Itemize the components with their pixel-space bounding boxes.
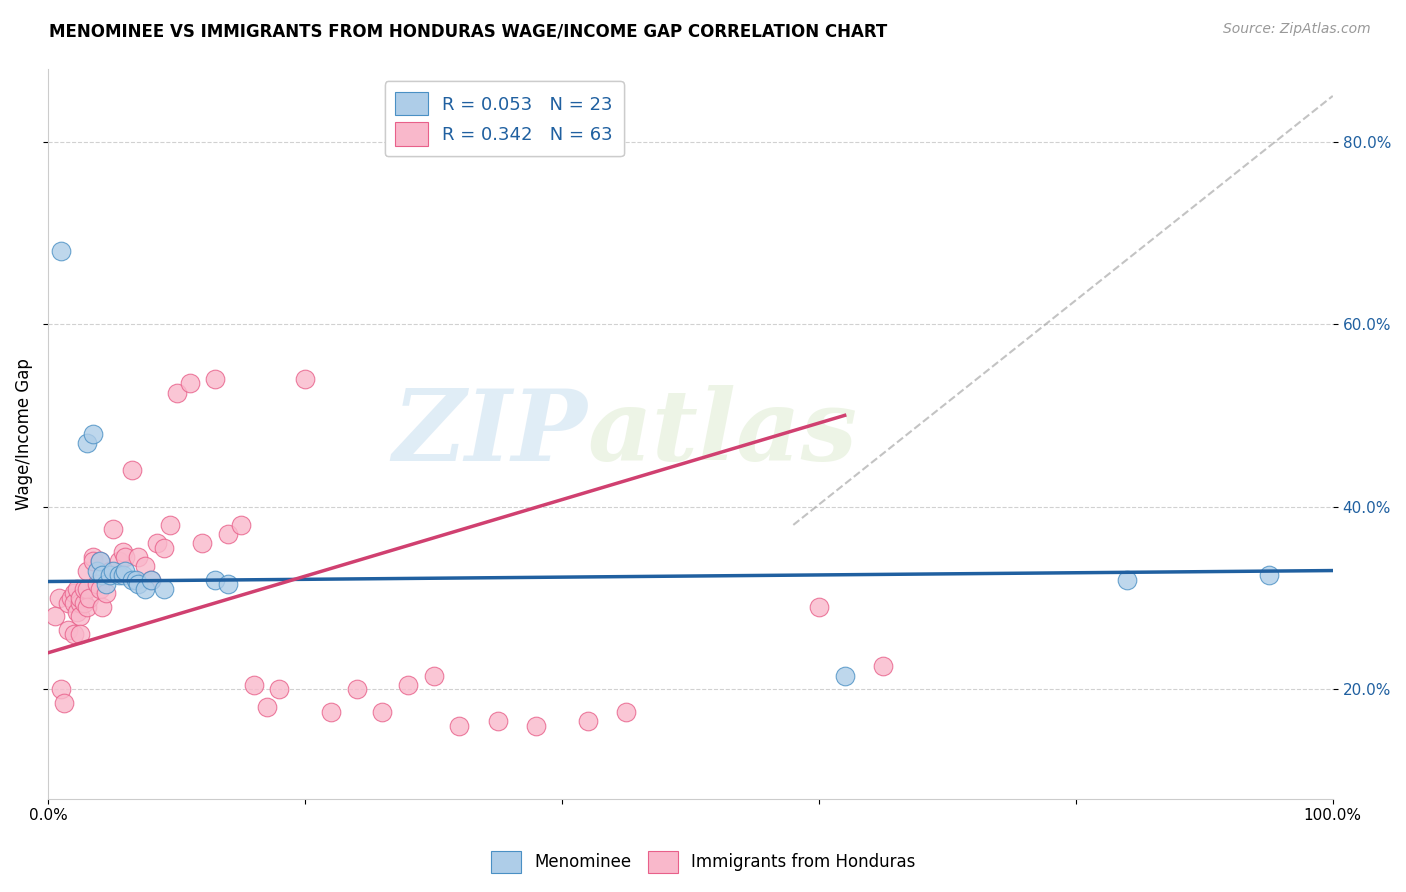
Point	[319, 705, 342, 719]
Point	[1257, 568, 1279, 582]
Point	[294, 372, 316, 386]
Point	[146, 536, 169, 550]
Point	[111, 545, 134, 559]
Point	[98, 564, 121, 578]
Point	[89, 554, 111, 568]
Point	[346, 682, 368, 697]
Point	[52, 696, 75, 710]
Point	[127, 577, 149, 591]
Point	[76, 600, 98, 615]
Point	[49, 244, 72, 258]
Point	[139, 573, 162, 587]
Point	[63, 627, 86, 641]
Point	[872, 659, 894, 673]
Point	[204, 573, 226, 587]
Point	[1116, 573, 1139, 587]
Point	[204, 372, 226, 386]
Point	[82, 549, 104, 564]
Point	[63, 586, 86, 600]
Point	[166, 385, 188, 400]
Point	[101, 564, 124, 578]
Point	[179, 376, 201, 391]
Point	[229, 517, 252, 532]
Point	[108, 554, 131, 568]
Point	[82, 554, 104, 568]
Point	[69, 591, 91, 605]
Point	[834, 668, 856, 682]
Point	[48, 591, 70, 605]
Point	[396, 678, 419, 692]
Point	[121, 573, 143, 587]
Point	[76, 564, 98, 578]
Point	[139, 573, 162, 587]
Point	[217, 577, 239, 591]
Point	[44, 609, 66, 624]
Point	[114, 564, 136, 578]
Point	[69, 627, 91, 641]
Point	[98, 568, 121, 582]
Y-axis label: Wage/Income Gap: Wage/Income Gap	[15, 358, 32, 509]
Point	[243, 678, 266, 692]
Point	[108, 568, 131, 582]
Point	[134, 582, 156, 596]
Point	[63, 595, 86, 609]
Point	[60, 591, 83, 605]
Point	[69, 609, 91, 624]
Point	[269, 682, 291, 697]
Legend: Menominee, Immigrants from Honduras: Menominee, Immigrants from Honduras	[484, 845, 922, 880]
Point	[256, 700, 278, 714]
Point	[191, 536, 214, 550]
Point	[217, 527, 239, 541]
Point	[65, 582, 87, 596]
Point	[614, 705, 637, 719]
Point	[807, 600, 830, 615]
Point	[94, 577, 117, 591]
Point	[91, 600, 114, 615]
Point	[111, 568, 134, 582]
Point	[127, 549, 149, 564]
Point	[89, 582, 111, 596]
Point	[576, 714, 599, 728]
Point	[82, 426, 104, 441]
Point	[86, 577, 108, 591]
Point	[94, 586, 117, 600]
Text: MENOMINEE VS IMMIGRANTS FROM HONDURAS WAGE/INCOME GAP CORRELATION CHART: MENOMINEE VS IMMIGRANTS FROM HONDURAS WA…	[49, 22, 887, 40]
Point	[371, 705, 394, 719]
Text: ZIP: ZIP	[392, 385, 588, 482]
Point	[89, 554, 111, 568]
Point	[114, 549, 136, 564]
Point	[65, 605, 87, 619]
Legend: R = 0.053   N = 23, R = 0.342   N = 63: R = 0.053 N = 23, R = 0.342 N = 63	[385, 81, 624, 156]
Point	[76, 435, 98, 450]
Point	[159, 517, 181, 532]
Point	[56, 623, 79, 637]
Point	[153, 582, 176, 596]
Text: atlas: atlas	[588, 385, 858, 482]
Point	[56, 595, 79, 609]
Point	[86, 564, 108, 578]
Point	[124, 573, 146, 587]
Point	[134, 559, 156, 574]
Point	[101, 523, 124, 537]
Point	[73, 582, 96, 596]
Point	[69, 595, 91, 609]
Point	[524, 719, 547, 733]
Point	[153, 541, 176, 555]
Point	[121, 463, 143, 477]
Point	[91, 568, 114, 582]
Point	[486, 714, 509, 728]
Point	[73, 595, 96, 609]
Point	[76, 582, 98, 596]
Point	[79, 591, 101, 605]
Point	[49, 682, 72, 697]
Point	[449, 719, 471, 733]
Point	[422, 668, 444, 682]
Text: Source: ZipAtlas.com: Source: ZipAtlas.com	[1223, 22, 1371, 37]
